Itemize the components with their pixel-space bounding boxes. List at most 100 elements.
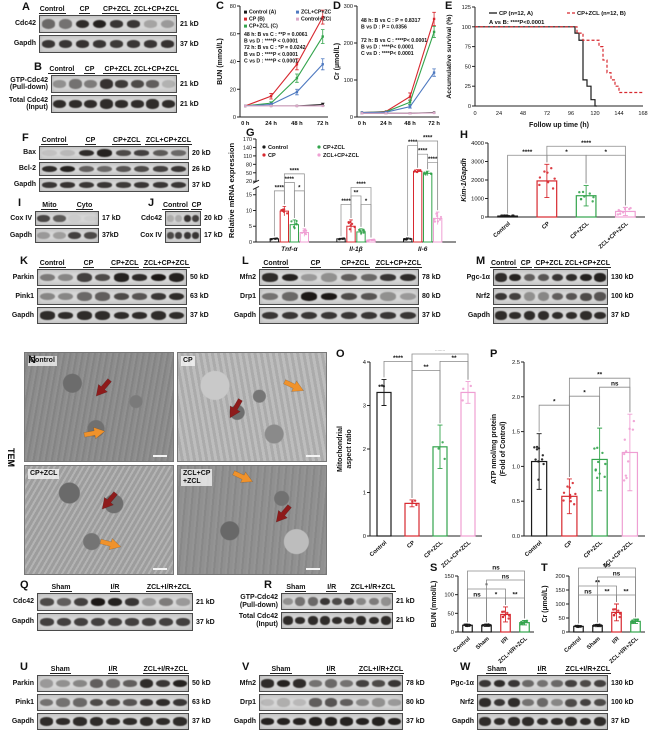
sig-label: **** [393, 355, 404, 362]
blot-lane [522, 311, 536, 320]
data-point [270, 238, 273, 241]
blot-lane [170, 181, 189, 189]
protein-band [580, 311, 592, 320]
group-label-text: CP [84, 137, 97, 145]
blot-lane [260, 292, 280, 301]
protein-band [295, 597, 306, 606]
sig-label: ns [492, 564, 500, 571]
data-point [537, 478, 540, 481]
blot-lane [59, 149, 78, 157]
protein-label: Gapdh [11, 717, 34, 725]
x-tick-label: 72 h [428, 121, 440, 127]
data-point [283, 208, 286, 211]
protein-band [92, 40, 107, 48]
line-chart: 0 100 200 300 Cr (µmol/L) 0 h 24 h 48 h 72 h 48 h… [334, 4, 440, 127]
blot-strip [37, 593, 193, 611]
blot-lane [292, 718, 308, 725]
group-label-text: Sham [50, 584, 72, 592]
blot-lane [83, 99, 99, 109]
protein-band [58, 273, 74, 282]
blot-lane [88, 717, 105, 726]
blot-strip [165, 211, 201, 226]
blot-lane [83, 79, 99, 89]
protein-band [156, 679, 170, 688]
blot-lane [192, 232, 201, 239]
x-category-label: CP [564, 540, 574, 550]
protein-band [37, 214, 51, 223]
blot-lane [168, 273, 187, 282]
protein-band [172, 698, 187, 707]
sig-bracket [546, 154, 587, 184]
blot-strip [39, 35, 177, 53]
protein-band [60, 165, 76, 173]
blot-lane [94, 292, 113, 301]
protein-band [76, 273, 92, 282]
blot-lane [149, 293, 168, 300]
data-point [511, 214, 514, 217]
protein-band [579, 698, 592, 707]
data-point [618, 212, 622, 216]
blot-lane [175, 232, 184, 239]
line-chart: 0 20 40 60 80 BUN (mmol/L) 0 h 24 h 48 h 72 h Cont… [217, 4, 342, 127]
blot-lane [72, 617, 89, 627]
molecular-weight-label: 21 kD [196, 598, 215, 606]
sig-bracket [568, 377, 631, 477]
data-point [443, 457, 446, 461]
data-point [503, 613, 506, 617]
panel-v-mfn2-ir-blot: V Sham I/R ZCL+I/R+ZCL Mfn2 78 kD Drp1 80 kD Gap… [226, 661, 440, 750]
molecular-weight-label: 21 kD [180, 80, 199, 88]
y-tick-label: 1.5 [512, 430, 520, 436]
sig-label: **** [285, 177, 295, 183]
x-tick-label: 0 h [358, 121, 367, 127]
protein-band [99, 99, 113, 109]
blot-lane [71, 698, 88, 707]
data-point [616, 213, 620, 216]
protein-label: Cdc42 [14, 20, 36, 28]
data-marker [408, 101, 412, 104]
data-point [523, 620, 526, 623]
data-point [625, 476, 628, 480]
molecular-weight-label: 63 kD [190, 293, 209, 300]
legend-label: Control [268, 145, 288, 151]
blot-lane [355, 717, 371, 726]
sig-label: * [583, 390, 586, 397]
protein-band [58, 19, 73, 29]
panel-letter: H [460, 129, 468, 141]
blot-row: Gapdh 37 kD [2, 178, 226, 192]
data-point [543, 170, 546, 173]
data-point [437, 447, 440, 450]
y-axis-label: (Fold of Control) [500, 422, 507, 477]
data-marker [295, 63, 299, 66]
blot-lane [75, 292, 94, 301]
protein-band [95, 311, 111, 320]
blot-lane [55, 698, 72, 707]
blot-lane [550, 698, 564, 707]
blot-lane [96, 149, 115, 157]
data-point [303, 232, 307, 235]
panel-letter: G [246, 127, 255, 139]
group-label-text: I/R [536, 666, 548, 674]
blot-lane [88, 698, 105, 707]
blot-strip [37, 613, 193, 631]
y-axis-label: Cr (µmol/L) [542, 585, 549, 622]
data-marker [360, 112, 364, 115]
protein-label: Parkin [12, 273, 34, 281]
protein-band [132, 293, 148, 300]
blot-row: Parkin 50 kD [2, 675, 226, 692]
group-label-text: Sham [270, 666, 292, 674]
blot-lane [89, 598, 106, 606]
protein-band [152, 182, 168, 188]
protein-label: Pgc-1α [466, 273, 490, 281]
x-tick-label: 24 [496, 111, 502, 117]
x-tick-label: 0 h [241, 121, 250, 127]
data-point [578, 191, 581, 194]
protein-band [95, 273, 111, 282]
blot-lane [138, 717, 155, 726]
y-tick-label: 200 [344, 41, 353, 47]
blot-lane-groups: Sham I/R ZCL+I/R+ZCL [34, 580, 196, 592]
y-tick-label: 110 [243, 154, 252, 160]
data-point [628, 427, 631, 431]
blot-lane [579, 311, 593, 320]
blot-lane [114, 100, 130, 108]
data-point [612, 614, 616, 617]
